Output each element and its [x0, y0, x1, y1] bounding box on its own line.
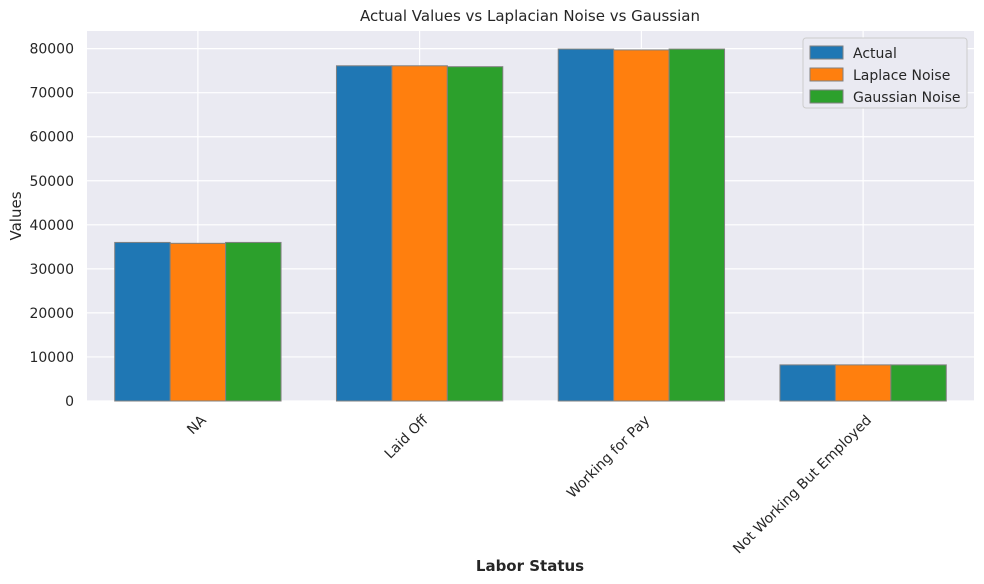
bar [557, 48, 615, 402]
y-tick-label: 50000 [29, 174, 74, 190]
legend: Actual Laplace Noise Gaussian Noise [802, 37, 968, 109]
x-tick-label: Not Working But Employed [730, 413, 875, 558]
x-tick-label: Working for Pay [564, 413, 653, 502]
legend-label: Gaussian Noise [853, 90, 961, 106]
bar [169, 242, 227, 402]
y-axis-label: Values [7, 191, 25, 240]
bar [446, 66, 504, 402]
chart-title: Actual Values vs Laplacian Noise vs Gaus… [360, 7, 700, 25]
bar [834, 364, 892, 402]
y-tick-label: 40000 [29, 218, 74, 234]
x-ticks: NA Laid Off Working for Pay Not Working But… [184, 412, 875, 557]
y-tick-label: 0 [65, 394, 74, 410]
y-tick-label: 70000 [29, 86, 74, 102]
bar [668, 48, 726, 402]
x-tick-label: NA [184, 412, 210, 438]
legend-swatch [809, 45, 844, 60]
y-tick-label: 60000 [29, 130, 74, 146]
y-tick-label: 80000 [29, 42, 74, 58]
legend-frame [802, 37, 968, 109]
bar [613, 49, 670, 402]
legend-label: Laplace Noise [853, 68, 950, 84]
y-tick-label: 30000 [29, 262, 74, 278]
bars-layer [114, 48, 947, 402]
bar [335, 65, 393, 402]
x-axis-label: Labor Status [476, 557, 584, 575]
bar [114, 241, 171, 402]
y-ticks: 0 10000 20000 30000 40000 50000 60000 70000 8000… [29, 42, 74, 410]
bar [225, 241, 282, 402]
bar [890, 364, 947, 402]
legend-swatch [809, 89, 844, 104]
y-tick-label: 20000 [29, 306, 74, 322]
legend-swatch [809, 67, 844, 82]
bar [391, 65, 448, 402]
bar [779, 364, 836, 402]
y-tick-label: 10000 [29, 350, 74, 366]
legend-label: Actual [853, 46, 897, 62]
x-tick-label: Laid Off [382, 412, 432, 462]
